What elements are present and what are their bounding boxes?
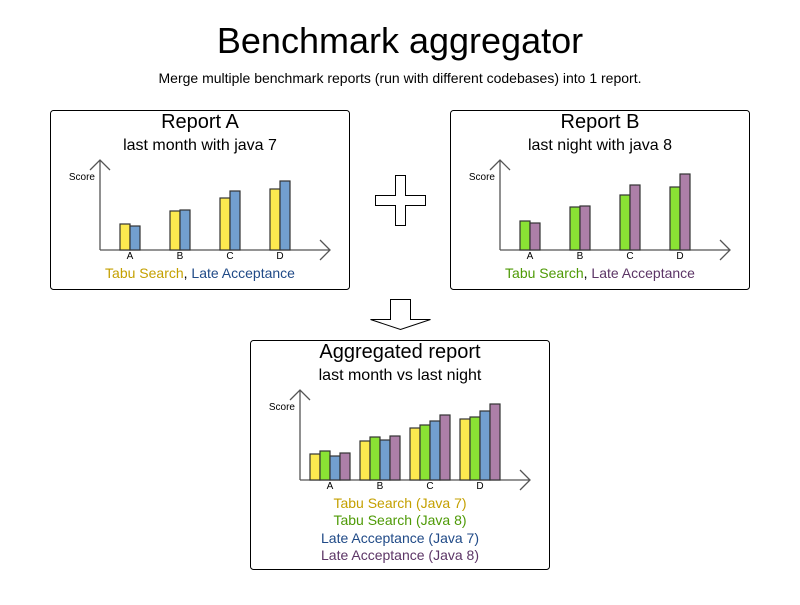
bar xyxy=(579,205,591,251)
report-a-chart: Score A B C D xyxy=(69,159,331,262)
x-tick-label: D xyxy=(476,481,483,492)
bar xyxy=(119,223,131,251)
x-tick-label: B xyxy=(577,251,584,262)
report-b-subtitle: last night with java 8 xyxy=(528,137,672,154)
aggregated-report-box: Aggregated report last month vs last nig… xyxy=(250,340,550,570)
bar xyxy=(369,436,381,481)
bar xyxy=(319,450,331,481)
bar xyxy=(619,194,631,251)
bar xyxy=(409,427,421,481)
bar xyxy=(419,424,431,481)
legend-late-java8: Late Acceptance (Java 8) xyxy=(321,547,479,563)
legend-tabu-search: Tabu Search xyxy=(105,265,184,281)
y-axis xyxy=(289,389,311,480)
aggregated-chart: Score A B C D xyxy=(269,389,531,492)
bar xyxy=(519,220,531,251)
y-axis-label: Score xyxy=(269,402,296,413)
report-b-chart: Score A B C D xyxy=(469,159,731,262)
bar xyxy=(329,455,341,481)
bar xyxy=(379,439,391,481)
bar xyxy=(569,206,581,251)
bar xyxy=(179,209,191,251)
report-a-box: Report A last month with java 7 Score A B C… xyxy=(50,110,350,290)
y-axis-label: Score xyxy=(69,172,96,183)
x-tick-label: C xyxy=(626,251,633,262)
bar xyxy=(279,180,291,251)
plus-icon xyxy=(375,175,426,226)
x-tick-label: D xyxy=(276,251,283,262)
bar xyxy=(679,173,691,251)
report-b-box: Report B last night with java 8 Score A B C… xyxy=(450,110,750,290)
bar xyxy=(269,188,281,251)
legend-late-java7: Late Acceptance (Java 7) xyxy=(321,530,479,546)
y-axis xyxy=(489,159,511,250)
bar xyxy=(169,210,181,251)
bar xyxy=(309,453,321,481)
x-tick-label: B xyxy=(377,481,384,492)
aggregated-title: Aggregated report xyxy=(319,341,481,363)
bar xyxy=(629,184,641,251)
legend-late-acceptance: Late Acceptance xyxy=(191,265,295,281)
legend-tabu-java7: Tabu Search (Java 7) xyxy=(333,495,466,511)
legend-tabu-search: Tabu Search xyxy=(505,265,584,281)
legend-late-acceptance: Late Acceptance xyxy=(591,265,695,281)
bar xyxy=(359,440,371,481)
y-axis xyxy=(89,159,111,250)
report-a-legend: Tabu Search, Late Acceptance xyxy=(105,265,295,281)
x-tick-label: C xyxy=(226,251,233,262)
report-b-title: Report B xyxy=(561,111,640,133)
x-tick-label: A xyxy=(127,251,134,262)
report-b-legend: Tabu Search, Late Acceptance xyxy=(505,265,695,281)
bar xyxy=(529,222,541,251)
legend-separator: , xyxy=(184,265,192,281)
bar xyxy=(489,403,501,481)
down-arrow-icon xyxy=(370,299,431,331)
legend-separator: , xyxy=(584,265,592,281)
legend-tabu-java8: Tabu Search (Java 8) xyxy=(333,512,466,528)
bar xyxy=(459,418,471,481)
bar xyxy=(669,186,681,251)
page-subtitle: Merge multiple benchmark reports (run wi… xyxy=(159,70,642,86)
x-tick-label: C xyxy=(426,481,433,492)
x-tick-label: A xyxy=(327,481,334,492)
bar xyxy=(339,452,351,481)
report-a-subtitle: last month with java 7 xyxy=(123,137,277,154)
bar xyxy=(229,190,241,251)
report-a-title: Report A xyxy=(161,111,239,133)
x-tick-label: A xyxy=(527,251,534,262)
page-title: Benchmark aggregator xyxy=(217,20,583,61)
y-axis-label: Score xyxy=(469,172,496,183)
aggregated-subtitle: last month vs last night xyxy=(319,367,482,384)
bar xyxy=(479,410,491,481)
bar xyxy=(469,416,481,481)
bar xyxy=(129,225,141,251)
bar xyxy=(219,197,231,251)
bar xyxy=(429,420,441,481)
bar xyxy=(389,435,401,481)
x-tick-label: D xyxy=(676,251,683,262)
x-tick-label: B xyxy=(177,251,184,262)
bar xyxy=(439,414,451,481)
